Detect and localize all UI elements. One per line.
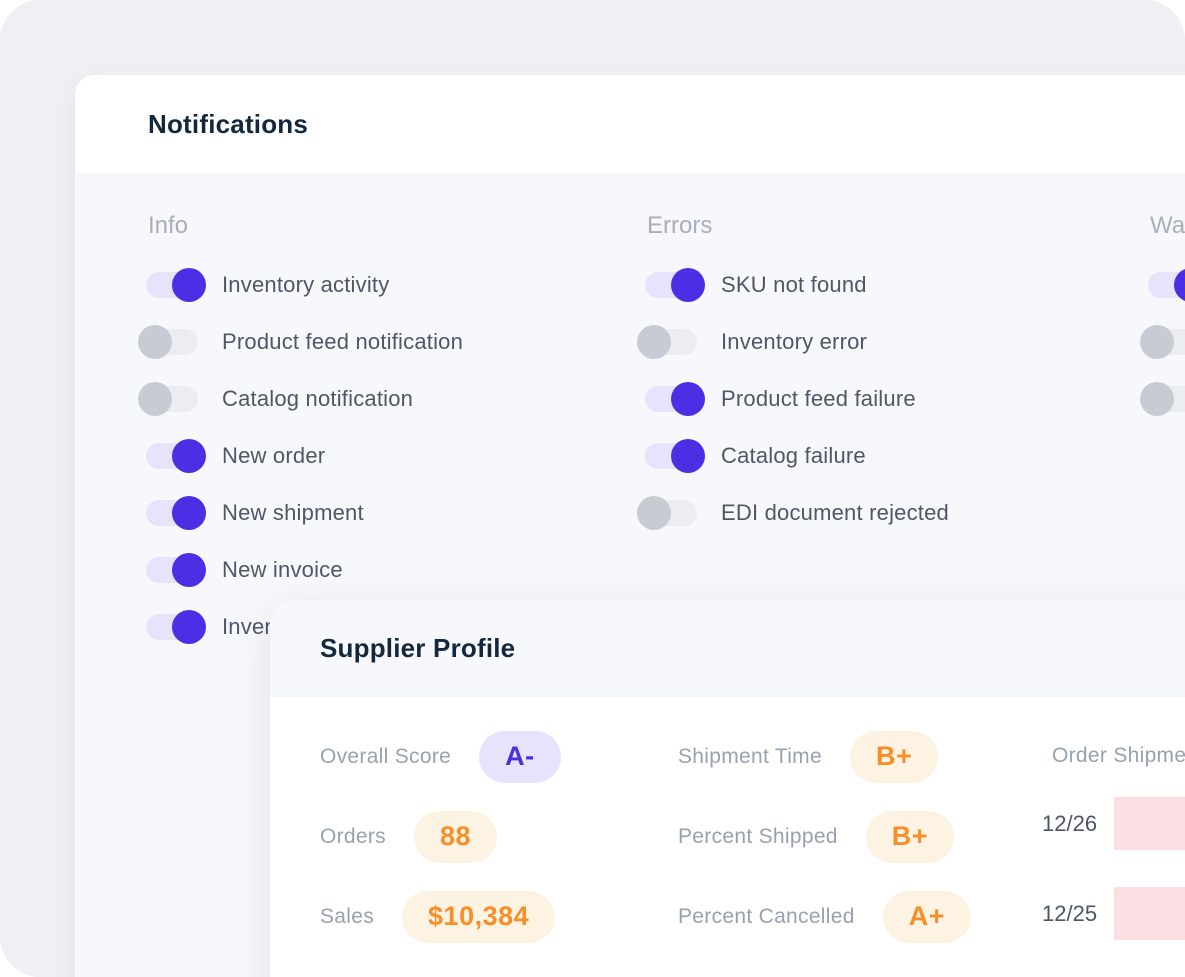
stat-label: Orders (320, 824, 386, 848)
order-shipments-heading: Order Shipmen (1052, 744, 1185, 767)
notifications-title: Notifications (148, 108, 309, 139)
percent-shipped-badge: B+ (865, 810, 955, 863)
shipment-date: 12/25 (1042, 900, 1098, 926)
stat-label: Percent Shipped (678, 824, 838, 848)
supplier-stats-column-1: Overall Score A- Orders 88 Sales $10,384 (320, 730, 561, 970)
toggle-row-new-invoice: New invoice (146, 553, 463, 587)
toggle-row-new-order: New order (146, 439, 463, 473)
toggle-product-feed-notification[interactable] (138, 325, 198, 359)
stat-row-overall-score: Overall Score A- (320, 730, 561, 783)
toggle-row-product-feed-failure: Product feed failure (645, 382, 949, 416)
toggle-sku-not-found[interactable] (645, 268, 705, 302)
orders-badge: 88 (413, 810, 498, 863)
toggle-knob (671, 382, 705, 416)
shipment-bar (1114, 887, 1185, 940)
toggle-warning-2[interactable] (1140, 325, 1185, 359)
toggle-knob (172, 553, 206, 587)
shipment-bar (1114, 797, 1185, 850)
toggle-row-catalog-failure: Catalog failure (645, 439, 949, 473)
toggle-knob (172, 496, 206, 530)
toggle-row-inventory-error: Inventory error (637, 325, 949, 359)
stat-row-sales: Sales $10,384 (320, 890, 561, 943)
toggle-new-order[interactable] (146, 439, 206, 473)
shipment-time-badge: B+ (849, 730, 939, 783)
toggle-knob (1140, 325, 1174, 359)
toggle-knob (671, 439, 705, 473)
notifications-column-info: Info Inventory activity Product feed not… (138, 211, 464, 667)
toggle-label: SKU not found (721, 272, 867, 297)
toggle-row-warning-2 (1140, 325, 1185, 359)
stat-row-orders: Orders 88 (320, 810, 561, 863)
toggle-row-product-feed-notification: Product feed notification (138, 325, 464, 359)
toggle-row-new-shipment: New shipment (146, 496, 463, 530)
toggle-label: Catalog failure (721, 443, 866, 468)
toggle-label: New shipment (222, 500, 364, 525)
toggle-edi-document-rejected[interactable] (637, 496, 697, 530)
stat-label: Sales (320, 904, 375, 928)
stat-row-percent-cancelled: Percent Cancelled A+ (678, 890, 971, 943)
toggle-knob (172, 268, 206, 302)
toggle-knob (671, 268, 705, 302)
overall-score-badge: A- (479, 730, 561, 783)
toggle-row-inventory-activity: Inventory activity (146, 268, 463, 302)
supplier-profile-body: Overall Score A- Orders 88 Sales $10,384… (270, 697, 1185, 977)
column-heading-info: Info (148, 212, 189, 239)
toggle-warning-1[interactable] (1148, 268, 1185, 302)
toggle-label: New invoice (222, 557, 343, 582)
toggle-label: Product feed notification (222, 329, 464, 354)
notifications-header: Notifications (75, 75, 1185, 173)
toggle-label: Product feed failure (721, 386, 916, 411)
toggle-catalog-notification[interactable] (138, 382, 198, 416)
toggle-inventory-activity[interactable] (146, 268, 206, 302)
column-heading-warnings: Wa (1150, 212, 1185, 239)
supplier-profile-header: Supplier Profile (270, 600, 1185, 697)
toggle-new-shipment[interactable] (146, 496, 206, 530)
toggle-product-feed-failure[interactable] (645, 382, 705, 416)
toggle-row-warning-3 (1140, 382, 1185, 416)
notifications-column-errors: Errors SKU not found Inventory error Pro… (637, 211, 949, 553)
toggle-row-sku-not-found: SKU not found (645, 268, 949, 302)
stat-label: Percent Cancelled (678, 904, 855, 928)
toggle-knob (138, 325, 172, 359)
toggle-label: Inventory error (721, 329, 868, 354)
toggle-knob (1174, 268, 1185, 302)
toggle-knob (172, 439, 206, 473)
toggle-row-inventory-truncated: Inven (146, 610, 463, 644)
stat-row-shipment-time: Shipment Time B+ (678, 730, 971, 783)
sales-badge: $10,384 (402, 890, 556, 943)
toggle-inventory-truncated[interactable] (146, 610, 206, 644)
supplier-stats-column-2: Shipment Time B+ Percent Shipped B+ Perc… (678, 730, 971, 970)
toggle-knob (172, 610, 206, 644)
toggle-knob (138, 382, 172, 416)
toggle-label: Inven (222, 614, 277, 639)
supplier-profile-card: Supplier Profile Overall Score A- Orders… (270, 600, 1185, 977)
toggle-label: New order (222, 443, 326, 468)
toggle-label: Inventory activity (222, 272, 390, 297)
toggle-knob (637, 496, 671, 530)
order-shipments-column: Order Shipmen 12/26 12/25 (1042, 742, 1185, 977)
toggle-new-invoice[interactable] (146, 553, 206, 587)
notifications-body: Info Inventory activity Product feed not… (75, 173, 1185, 977)
stat-label: Overall Score (320, 744, 452, 768)
toggle-row-catalog-notification: Catalog notification (138, 382, 463, 416)
toggle-knob (637, 325, 671, 359)
toggle-row-edi-document-rejected: EDI document rejected (637, 496, 949, 530)
stat-row-percent-shipped: Percent Shipped B+ (678, 810, 971, 863)
column-heading-errors: Errors (647, 212, 713, 239)
toggle-knob (1140, 382, 1174, 416)
toggle-catalog-failure[interactable] (645, 439, 705, 473)
shipment-row-2: 12/25 (1042, 887, 1185, 940)
supplier-profile-title: Supplier Profile (320, 633, 516, 663)
toggle-label: EDI document rejected (721, 500, 949, 525)
shipment-date: 12/26 (1042, 810, 1098, 836)
toggle-inventory-error[interactable] (637, 325, 697, 359)
toggle-warning-3[interactable] (1140, 382, 1185, 416)
stat-label: Shipment Time (678, 744, 822, 768)
toggle-label: Catalog notification (222, 386, 414, 411)
notifications-column-warnings: Wa (1140, 211, 1185, 439)
shipment-row-1: 12/26 (1042, 797, 1185, 850)
toggle-row-warning-1 (1148, 268, 1185, 302)
percent-cancelled-badge: A+ (882, 890, 971, 943)
